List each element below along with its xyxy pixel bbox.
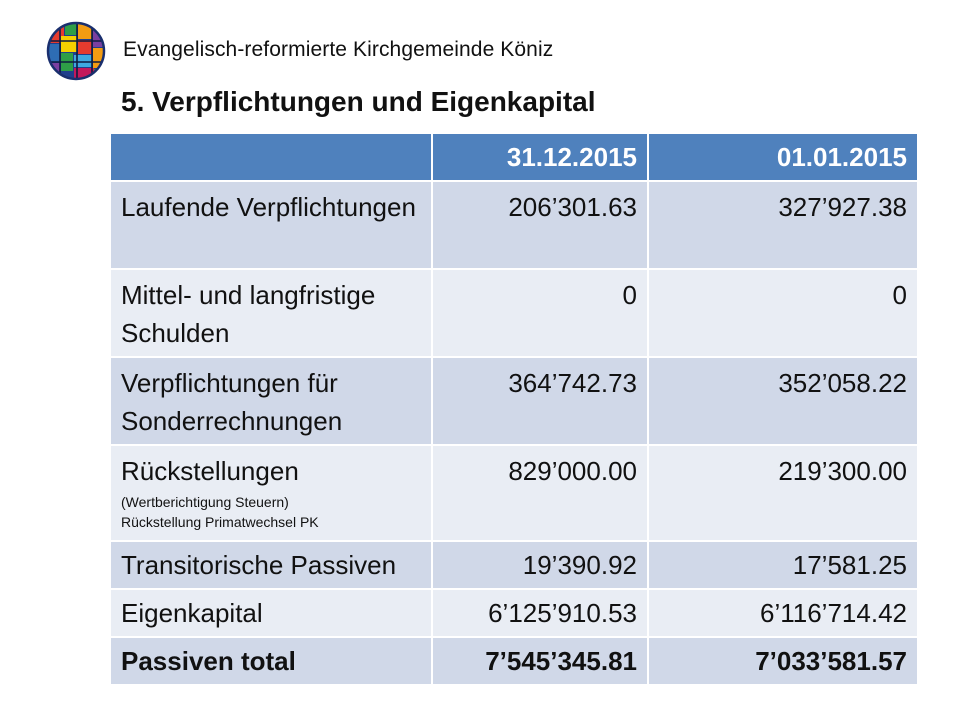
row-label: Rückstellungen <box>121 456 299 486</box>
value-01-01-2015: 6’116’714.42 <box>647 588 919 638</box>
table-header-row: 31.12.2015 01.01.2015 <box>109 132 919 182</box>
stained-glass-logo-icon <box>46 21 106 81</box>
total-01-01-2015: 7’033’581.57 <box>647 636 919 686</box>
organization-name: Evangelisch-reformierte Kirchgemeinde Kö… <box>123 38 554 61</box>
slide-title: 5. Verpflichtungen und Eigenkapital <box>121 86 596 117</box>
row-label: Verpflichtungen für Sonderrechnungen <box>109 356 433 446</box>
value-31-12-2015: 19’390.92 <box>431 540 649 590</box>
header-cell-31-12-2015: 31.12.2015 <box>431 132 649 182</box>
value-31-12-2015: 0 <box>431 268 649 358</box>
liabilities-equity-table: 31.12.2015 01.01.2015 Laufende Verpflich… <box>109 132 919 686</box>
table-row: Eigenkapital 6’125’910.53 6’116’714.42 <box>109 588 919 638</box>
table-row: Laufende Verpflichtungen 206’301.63 327’… <box>109 180 919 270</box>
value-01-01-2015: 219’300.00 <box>647 444 919 542</box>
total-label: Passiven total <box>109 636 433 686</box>
table-row: Verpflichtungen für Sonderrechnungen 364… <box>109 356 919 446</box>
value-31-12-2015: 6’125’910.53 <box>431 588 649 638</box>
value-31-12-2015: 206’301.63 <box>431 180 649 270</box>
value-01-01-2015: 17’581.25 <box>647 540 919 590</box>
row-label: Mittel- und langfristige Schulden <box>109 268 433 358</box>
row-label: Eigenkapital <box>109 588 433 638</box>
value-01-01-2015: 0 <box>647 268 919 358</box>
value-31-12-2015: 364’742.73 <box>431 356 649 446</box>
header-cell-label <box>109 132 433 182</box>
value-01-01-2015: 327’927.38 <box>647 180 919 270</box>
row-label: Transitorische Passiven <box>109 540 433 590</box>
table-row: Rückstellungen (Wertberichtigung Steuern… <box>109 444 919 542</box>
row-note: Rückstellung Primatwechsel PK <box>121 514 319 530</box>
value-01-01-2015: 352’058.22 <box>647 356 919 446</box>
value-31-12-2015: 829’000.00 <box>431 444 649 542</box>
table-row: Mittel- und langfristige Schulden 0 0 <box>109 268 919 358</box>
header-cell-01-01-2015: 01.01.2015 <box>647 132 919 182</box>
row-note: (Wertberichtigung Steuern) <box>121 494 289 510</box>
row-label: Laufende Verpflichtungen <box>109 180 433 270</box>
row-label-with-notes: Rückstellungen (Wertberichtigung Steuern… <box>109 444 433 542</box>
table-total-row: Passiven total 7’545’345.81 7’033’581.57 <box>109 636 919 686</box>
table-row: Transitorische Passiven 19’390.92 17’581… <box>109 540 919 590</box>
total-31-12-2015: 7’545’345.81 <box>431 636 649 686</box>
